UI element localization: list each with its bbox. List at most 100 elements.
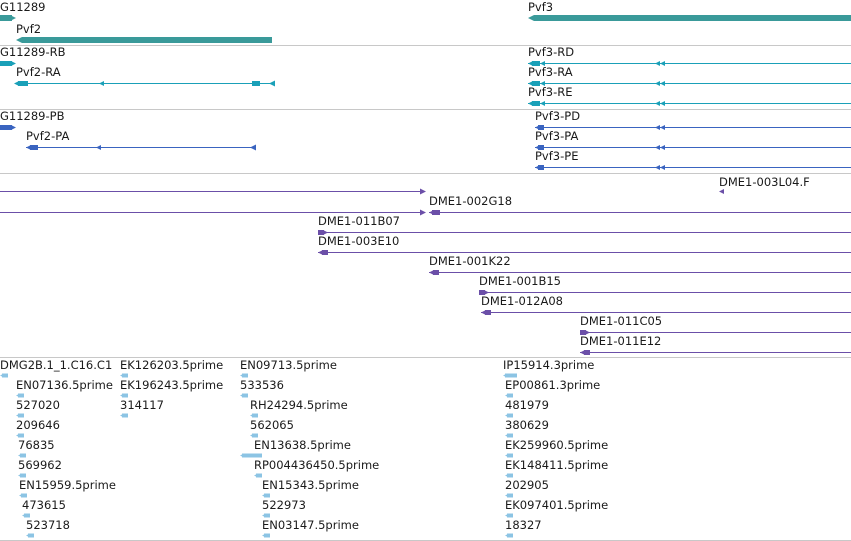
est-label[interactable]: RP004436450.5prime bbox=[254, 458, 380, 472]
strand-arrow bbox=[18, 453, 22, 458]
est-label[interactable]: EP00861.3prime bbox=[505, 378, 601, 392]
protein-label[interactable]: Pvf3-PE bbox=[535, 149, 579, 163]
strand-arrow bbox=[484, 290, 489, 295]
est-label[interactable]: 522973 bbox=[262, 498, 306, 512]
est-glyph bbox=[28, 533, 34, 538]
clone-end bbox=[433, 270, 439, 275]
strand-arrow bbox=[0, 373, 4, 378]
est-label[interactable]: 569962 bbox=[18, 458, 62, 472]
est-label[interactable]: 314117 bbox=[120, 398, 164, 412]
strand-arrow bbox=[96, 145, 101, 150]
clone-label[interactable]: DME1-003L04.F bbox=[719, 175, 810, 189]
gene-glyph bbox=[534, 15, 851, 21]
strand-arrow bbox=[11, 61, 16, 66]
est-glyph bbox=[264, 513, 270, 518]
est-label[interactable]: 562065 bbox=[250, 418, 294, 432]
est-label[interactable]: 527020 bbox=[16, 398, 60, 412]
exon-glyph bbox=[532, 101, 540, 106]
gene-strand-arrow bbox=[10, 15, 16, 21]
est-label[interactable]: EK097401.5prime bbox=[505, 498, 609, 512]
strand-arrow bbox=[660, 101, 665, 106]
gene-label[interactable]: Pvf2 bbox=[16, 22, 42, 36]
est-glyph bbox=[18, 413, 24, 418]
strand-arrow bbox=[262, 513, 266, 518]
est-label[interactable]: 380629 bbox=[505, 418, 549, 432]
strand-arrow bbox=[240, 453, 244, 458]
est-glyph bbox=[20, 453, 26, 458]
strand-arrow bbox=[269, 80, 275, 87]
clone-end bbox=[485, 310, 491, 315]
strand-arrow bbox=[660, 61, 665, 66]
exon-glyph bbox=[532, 61, 540, 66]
est-label[interactable]: 533536 bbox=[240, 378, 284, 392]
est-glyph bbox=[252, 413, 258, 418]
clone-end bbox=[580, 330, 586, 335]
est-label[interactable]: EK196243.5prime bbox=[120, 378, 224, 392]
strand-arrow bbox=[22, 513, 26, 518]
est-glyph bbox=[507, 413, 513, 418]
est-label[interactable]: 202905 bbox=[505, 478, 549, 492]
protein-label[interactable]: G11289-PB bbox=[0, 109, 65, 123]
est-label[interactable]: EK259960.5prime bbox=[505, 438, 609, 452]
strand-arrow bbox=[505, 413, 509, 418]
est-glyph bbox=[24, 513, 30, 518]
clone-label[interactable]: DME1-002G18 bbox=[429, 194, 513, 208]
est-label[interactable]: EN07136.5prime bbox=[16, 378, 113, 392]
est-label[interactable]: EK126203.5prime bbox=[120, 358, 224, 372]
est-label[interactable]: EN13638.5prime bbox=[254, 438, 351, 452]
strand-arrow bbox=[250, 433, 254, 438]
clone-label[interactable]: DME1-011C05 bbox=[580, 314, 663, 328]
est-label[interactable]: EN15959.5prime bbox=[19, 478, 116, 492]
gene-glyph bbox=[0, 15, 12, 21]
est-label[interactable]: 523718 bbox=[26, 518, 70, 532]
est-label[interactable]: RH24294.5prime bbox=[250, 398, 348, 412]
clone-end bbox=[584, 350, 590, 355]
clone-label[interactable]: DME1-001K22 bbox=[429, 254, 511, 268]
transcript-label[interactable]: Pvf3-RE bbox=[528, 85, 573, 99]
exon-glyph bbox=[532, 81, 540, 86]
est-label[interactable]: 76835 bbox=[18, 438, 55, 452]
cds-glyph bbox=[538, 145, 544, 150]
clone-label[interactable]: DME1-011B07 bbox=[318, 214, 400, 228]
clone-label[interactable]: DME1-012A08 bbox=[481, 294, 563, 308]
strand-arrow bbox=[505, 533, 509, 538]
est-label[interactable]: DMG2B.1_1.C16.C1 bbox=[0, 358, 113, 372]
est-glyph bbox=[122, 373, 128, 378]
est-label[interactable]: 473615 bbox=[22, 498, 66, 512]
est-label[interactable]: 209646 bbox=[16, 418, 60, 432]
clone-label[interactable]: DME1-003E10 bbox=[318, 234, 400, 248]
protein-label[interactable]: Pvf2-PA bbox=[26, 129, 70, 143]
est-label[interactable]: 481979 bbox=[505, 398, 549, 412]
est-label[interactable]: 18327 bbox=[505, 518, 542, 532]
est-glyph bbox=[2, 373, 8, 378]
clone-label[interactable]: DME1-001B15 bbox=[479, 274, 561, 288]
strand-arrow bbox=[240, 373, 244, 378]
transcript-label[interactable]: G11289-RB bbox=[0, 45, 66, 59]
est-glyph bbox=[264, 533, 270, 538]
est-label[interactable]: EN09713.5prime bbox=[240, 358, 337, 372]
est-glyph bbox=[256, 473, 262, 478]
gene-label[interactable]: Pvf3 bbox=[528, 0, 554, 14]
protein-label[interactable]: Pvf3-PA bbox=[535, 129, 579, 143]
strand-arrow bbox=[429, 270, 434, 275]
transcript-label[interactable]: Pvf3-RA bbox=[528, 65, 573, 79]
strand-arrow bbox=[655, 125, 660, 130]
cds-glyph bbox=[30, 145, 38, 150]
est-glyph bbox=[122, 393, 128, 398]
est-glyph bbox=[507, 473, 513, 478]
strand-arrow bbox=[420, 209, 426, 216]
protein-label[interactable]: Pvf3-PD bbox=[535, 109, 581, 123]
clone-label[interactable]: DME1-011E12 bbox=[580, 334, 662, 348]
strand-arrow bbox=[14, 81, 19, 86]
strand-arrow bbox=[655, 61, 660, 66]
est-label[interactable]: IP15914.3prime bbox=[503, 358, 595, 372]
est-label[interactable]: EK148411.5prime bbox=[505, 458, 609, 472]
strand-arrow bbox=[505, 453, 509, 458]
gene-label[interactable]: G11289 bbox=[0, 0, 46, 14]
est-label[interactable]: EN15343.5prime bbox=[262, 478, 359, 492]
transcript-label[interactable]: Pvf2-RA bbox=[16, 65, 61, 79]
transcript-label[interactable]: Pvf3-RD bbox=[528, 45, 575, 59]
est-label[interactable]: EN03147.5prime bbox=[262, 518, 359, 532]
exon-glyph bbox=[18, 81, 28, 86]
